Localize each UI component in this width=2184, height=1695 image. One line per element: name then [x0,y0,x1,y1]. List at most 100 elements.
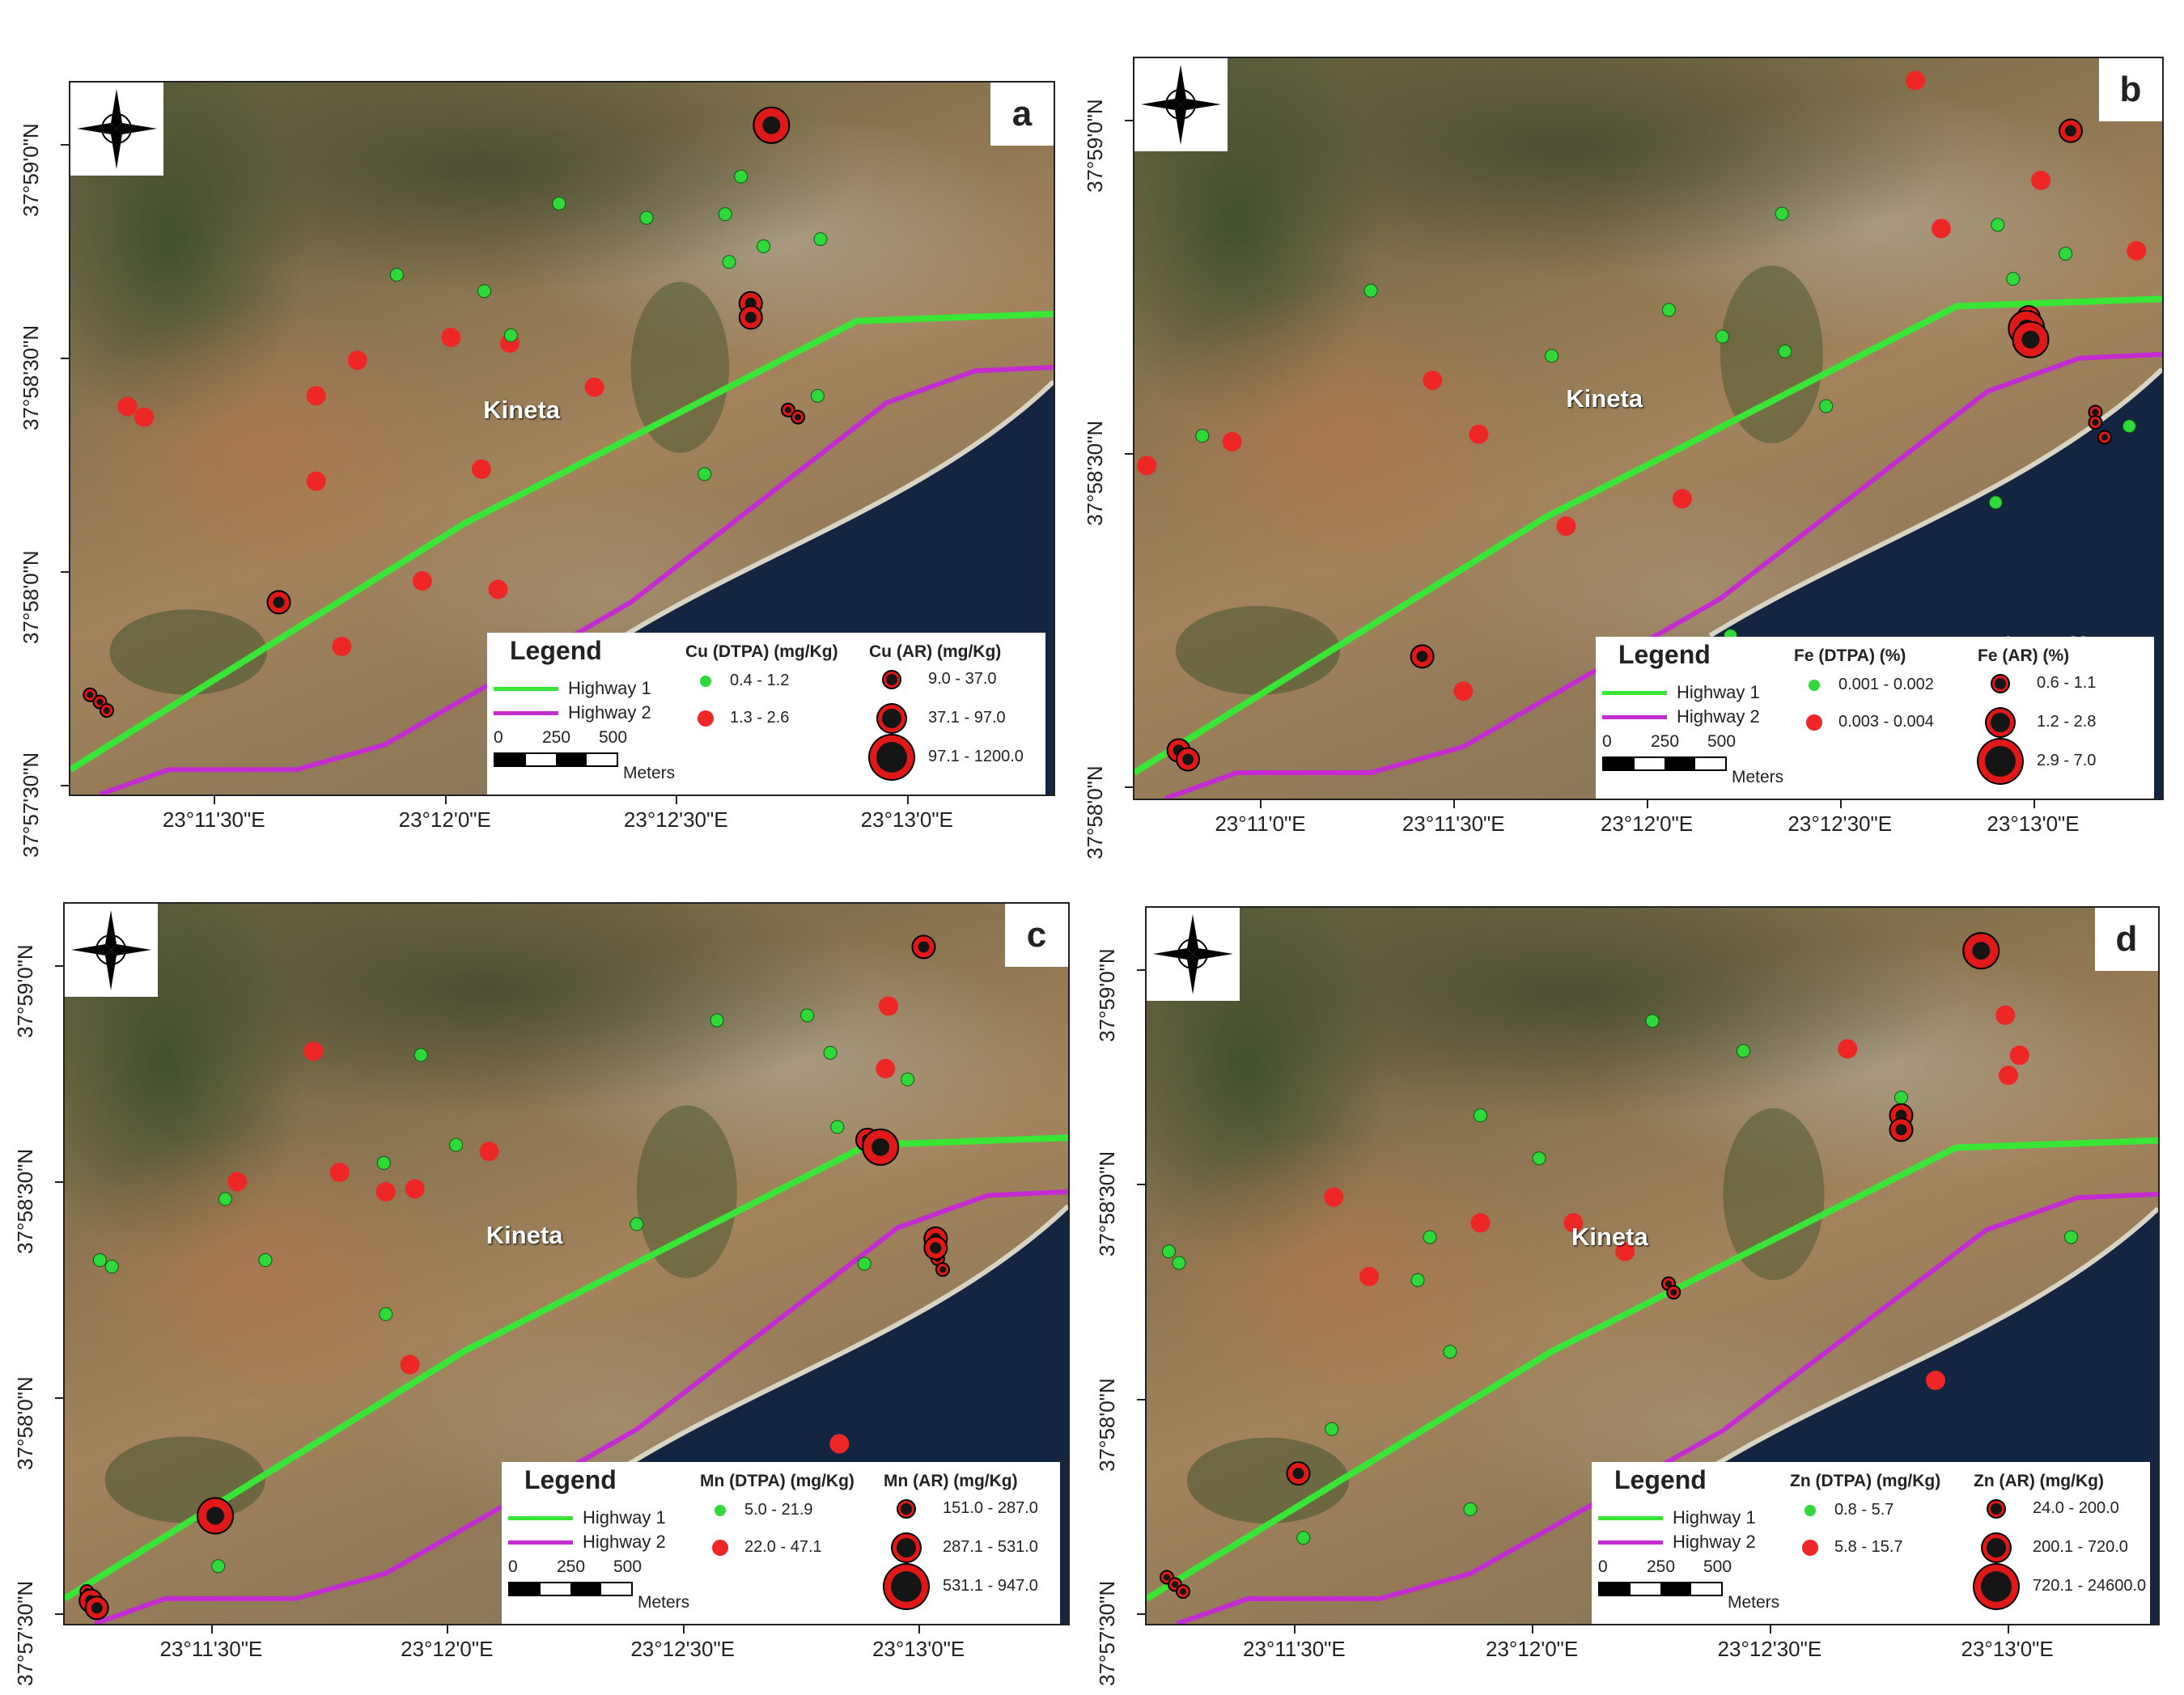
scale-bar-segment [587,754,617,765]
panel-a: aKinetaSaronic GulfLegendHighway 1Highwa… [19,81,1055,858]
dtpa-class-label: 0.003 - 0.004 [1838,713,1934,731]
scale-bar-segment [541,1583,571,1595]
compass-box [1134,58,1228,151]
ar-header: Zn (AR) (mg/Kg) [1974,1472,2104,1490]
ar-low-point-core [795,413,802,421]
dtpa-high-point [303,1041,324,1061]
dtpa-low-point [503,328,518,342]
dtpa-high-point [400,1354,420,1375]
legend-highway-2: Highway 2 [494,702,651,723]
legend-highway-2: Highway 2 [1598,1532,1756,1553]
dtpa-class-label: 0.4 - 1.2 [730,672,790,689]
map-panel-b[interactable]: bKinetaSaronic GulfLegendHighway 1Highwa… [1133,57,2164,800]
map-panel-c[interactable]: cKinetaSaronic GulfLegendHighway 1Highwa… [63,902,1070,1625]
scale-bar-segment [1691,1583,1722,1595]
dtpa-header: Zn (DTPA) (mg/Kg) [1790,1472,1941,1490]
map-panel-d[interactable]: dKinetaSaronic GulfLegendHighway 1Highwa… [1145,906,2160,1625]
highway-2-label: Highway 2 [583,1532,666,1552]
ar-class-label: 287.1 - 531.0 [943,1538,1038,1556]
dtpa-high-point [441,328,461,348]
ar-mid-point-core [930,1242,942,1254]
coastline [1708,367,2162,638]
ar-class-label: 720.1 - 24600.0 [2033,1577,2147,1595]
dtpa-class-symbol [700,676,711,687]
map-panel-a[interactable]: aKinetaSaronic GulfLegendHighway 1Highwa… [69,81,1055,796]
longitude-label: 23°12'0"E [1600,811,1694,836]
ar-high-point-core [206,1506,224,1525]
scale-bar-segment [526,754,557,765]
panel-d: dKinetaSaronic GulfLegendHighway 1Highwa… [1095,906,2160,1686]
dtpa-low-point [552,197,566,211]
vegetation-patch [636,1105,737,1278]
longitude-tick [1532,1624,1534,1634]
scale-label-0: 0 [1598,1557,1608,1576]
dtpa-low-point [376,1155,391,1170]
compass-south-point [105,950,117,990]
dtpa-high-point [1838,1039,1858,1059]
highway-2-label: Highway 2 [1673,1532,1756,1552]
longitude-tick [1453,799,1456,808]
scale-label-0: 0 [508,1557,518,1576]
legend-box: Legend Highway 1 Highway 2 0 250 500 Meters Zn … [1592,1462,2150,1624]
ar-class-label: 9.0 - 37.0 [928,670,997,688]
dtpa-high-point [375,1182,396,1201]
dtpa-high-point [1556,516,1576,536]
compass-north-point [105,910,117,950]
dtpa-low-point [1363,283,1378,298]
ar-low-point-core [1180,1588,1186,1595]
dtpa-high-point [471,459,491,479]
dtpa-low-point [1172,1256,1186,1270]
longitude-tick [1294,1624,1296,1634]
dtpa-low-point [630,1217,644,1231]
highway-1-line [70,311,1054,773]
highway-1-line [65,1134,1068,1602]
vegetation-patch [1723,1108,1825,1281]
dtpa-class-label: 0.8 - 5.7 [1834,1501,1894,1519]
compass-west-point [77,123,117,134]
ar-mid-point-core [744,311,757,324]
place-label-kineta: Kineta [1571,1223,1648,1252]
highway-1-swatch [494,686,558,691]
highway-1-label: Highway 1 [568,678,651,698]
longitude-label: 23°13'0"E [871,1637,965,1661]
ar-mid-point-core [918,941,930,953]
dtpa-high-point [1137,456,1157,476]
dtpa-high-point [1563,1213,1584,1233]
compass-ring [1177,939,1208,969]
dtpa-low-point [810,388,825,403]
dtpa-high-point [117,396,138,417]
scale-bar-segment [1600,1583,1631,1595]
dtpa-high-point [306,471,326,491]
dtpa-high-point [227,1172,248,1192]
dtpa-high-point [1999,1066,2018,1086]
highway-1-label: Highway 1 [583,1507,666,1528]
scale-bar-segment [1604,758,1635,769]
longitude-label: 23°12'0"E [398,807,491,832]
compass-east-point [111,944,151,956]
compass-west-point [1141,99,1181,110]
scale-bar-graphic [1598,1582,1723,1596]
latitude-tick [55,1180,63,1183]
place-label-kineta: Kineta [486,1220,563,1249]
latitude-label: 37°58'0"N [1095,1378,1119,1472]
ar-class-symbol [1981,1571,2012,1602]
dtpa-low-point [1532,1151,1546,1166]
highway-2-swatch [1602,714,1667,719]
longitude-tick [1647,799,1648,808]
dtpa-low-point [211,1559,226,1574]
scale-bar-graphic [508,1582,633,1596]
dtpa-header: Fe (DTPA) (%) [1794,646,1906,665]
highway-1-swatch [1602,690,1667,695]
dtpa-low-point [1715,329,1729,344]
ar-class-label: 24.0 - 200.0 [2033,1499,2119,1517]
longitude-label: 23°12'30"E [1717,1637,1822,1661]
dtpa-low-point [800,1008,815,1023]
latitude-label: 37°58'0"N [19,549,43,644]
ar-low-point-core [87,691,94,698]
latitude-label: 37°58'30"N [19,324,43,430]
highway-1-swatch [1598,1515,1663,1520]
ar-class-label: 37.1 - 97.0 [928,709,1006,727]
scale-bar-segment [1695,758,1726,769]
dtpa-high-point [479,1142,499,1162]
ar-header: Cu (AR) (mg/Kg) [869,642,1002,661]
